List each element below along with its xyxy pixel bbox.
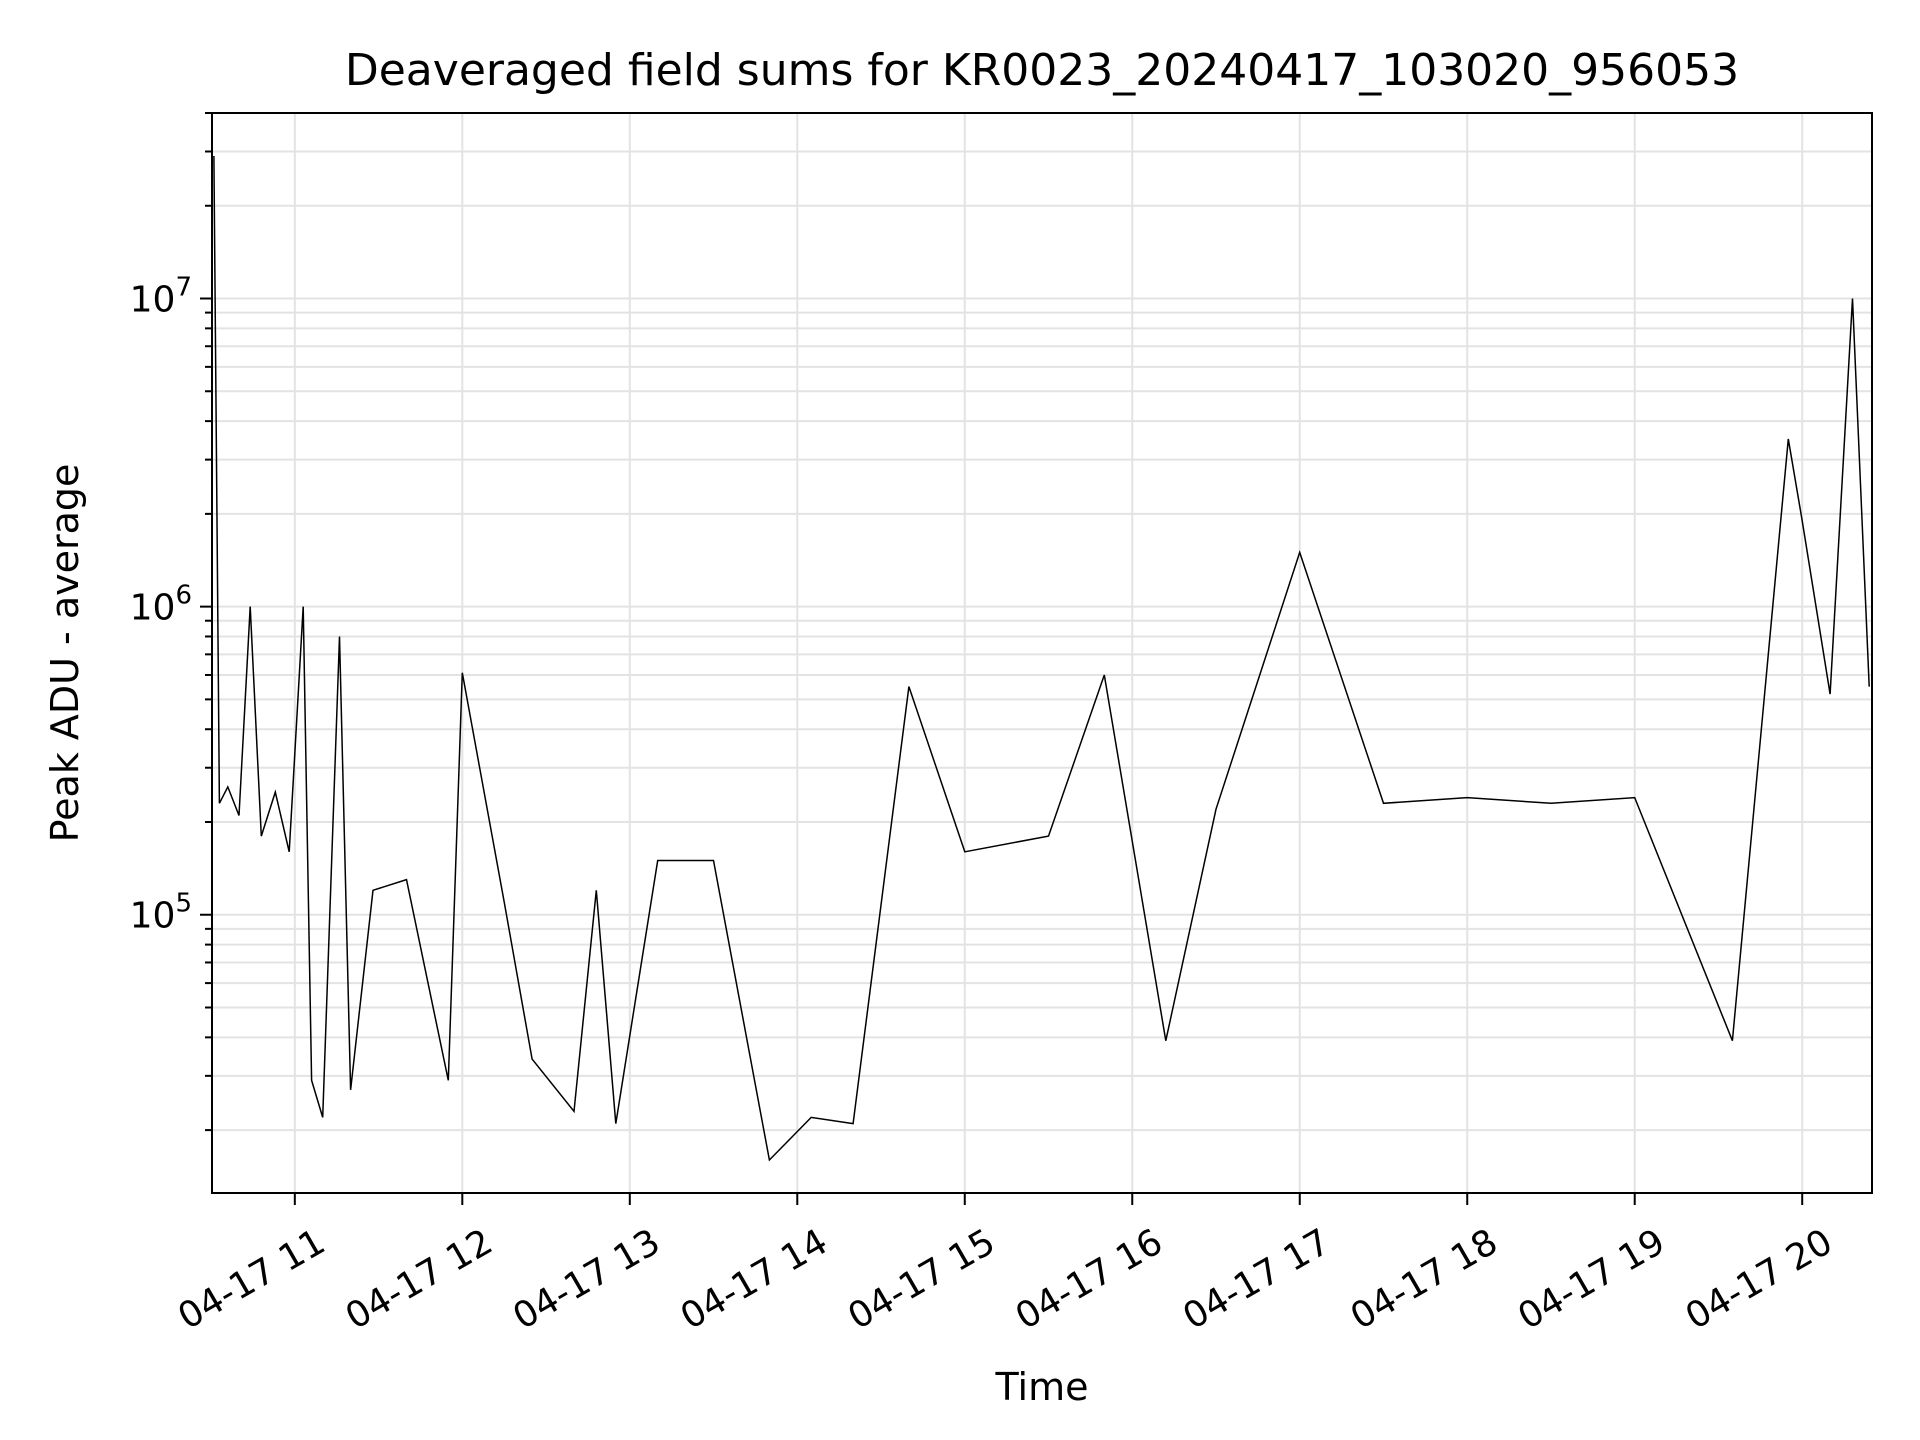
y-tick-label: 105	[130, 889, 192, 937]
series-layer	[213, 155, 1870, 1162]
y-tick-label: 107	[130, 273, 192, 321]
x-axis-label: Time	[995, 1365, 1089, 1409]
y-axis: 105 106 107	[130, 112, 212, 1132]
grid	[212, 112, 1872, 1193]
series-line	[213, 155, 1870, 1162]
axes-frame	[211, 112, 1873, 1194]
y-axis-label: Peak ADU - average	[43, 464, 87, 843]
chart-title: Deaveraged field sums for KR0023_2024041…	[345, 45, 1739, 96]
y-tick-label: 106	[130, 581, 192, 629]
